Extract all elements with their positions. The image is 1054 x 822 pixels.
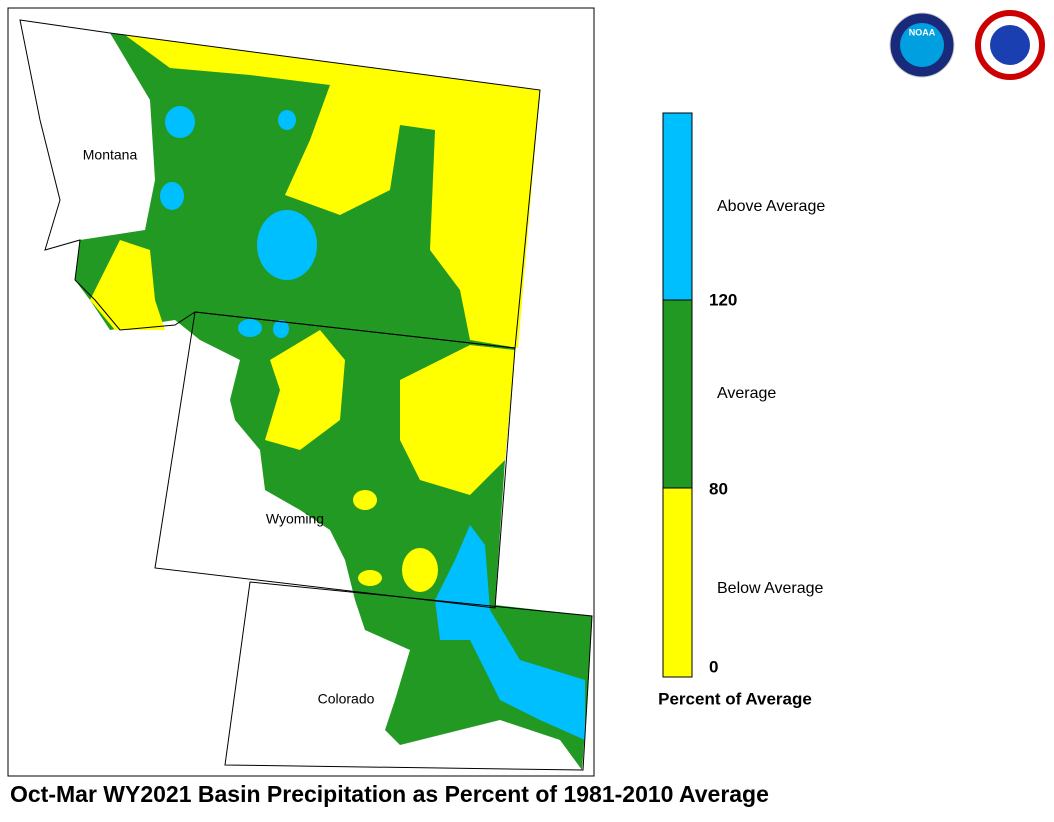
legend-break: 120	[709, 290, 737, 309]
below-region	[265, 330, 345, 450]
below-region	[353, 490, 377, 510]
below-region	[90, 240, 165, 330]
above-region	[278, 110, 296, 130]
legend-swatch	[662, 112, 693, 301]
legend-break: 80	[709, 479, 728, 498]
noaa-text: NOAA	[909, 27, 936, 37]
montana-outline	[19, 19, 541, 349]
above-region	[273, 320, 289, 338]
legend: Above Average Average Below Average 120 …	[658, 112, 825, 708]
page-title: Oct-Mar WY2021 Basin Precipitation as Pe…	[10, 781, 769, 807]
colorado-outline	[224, 581, 593, 771]
state-label: Wyoming	[266, 511, 324, 527]
wyoming-outline	[154, 311, 516, 609]
legend-class-label: Above Average	[717, 198, 825, 215]
basin-map: Montana Wyoming Colorado	[19, 19, 593, 771]
noaa-logo-inner	[900, 23, 944, 67]
above-region	[165, 106, 195, 138]
state-label: Montana	[83, 147, 138, 163]
legend-swatch	[662, 487, 693, 678]
below-region	[400, 345, 515, 495]
legend-title: Percent of Average	[658, 689, 812, 708]
state-label: Colorado	[318, 691, 375, 707]
below-region	[125, 35, 540, 348]
below-region	[402, 548, 438, 592]
legend-class-label: Below Average	[717, 580, 824, 597]
above-region	[160, 182, 184, 210]
legend-class-label: Average	[717, 385, 776, 402]
logos: NOAA	[889, 10, 1045, 80]
above-region	[238, 319, 262, 337]
below-region	[358, 570, 382, 586]
legend-swatch	[662, 299, 693, 489]
nws-logo-inner	[990, 25, 1030, 65]
above-region	[435, 525, 585, 740]
legend-break: 0	[709, 657, 718, 676]
above-region	[257, 210, 317, 280]
